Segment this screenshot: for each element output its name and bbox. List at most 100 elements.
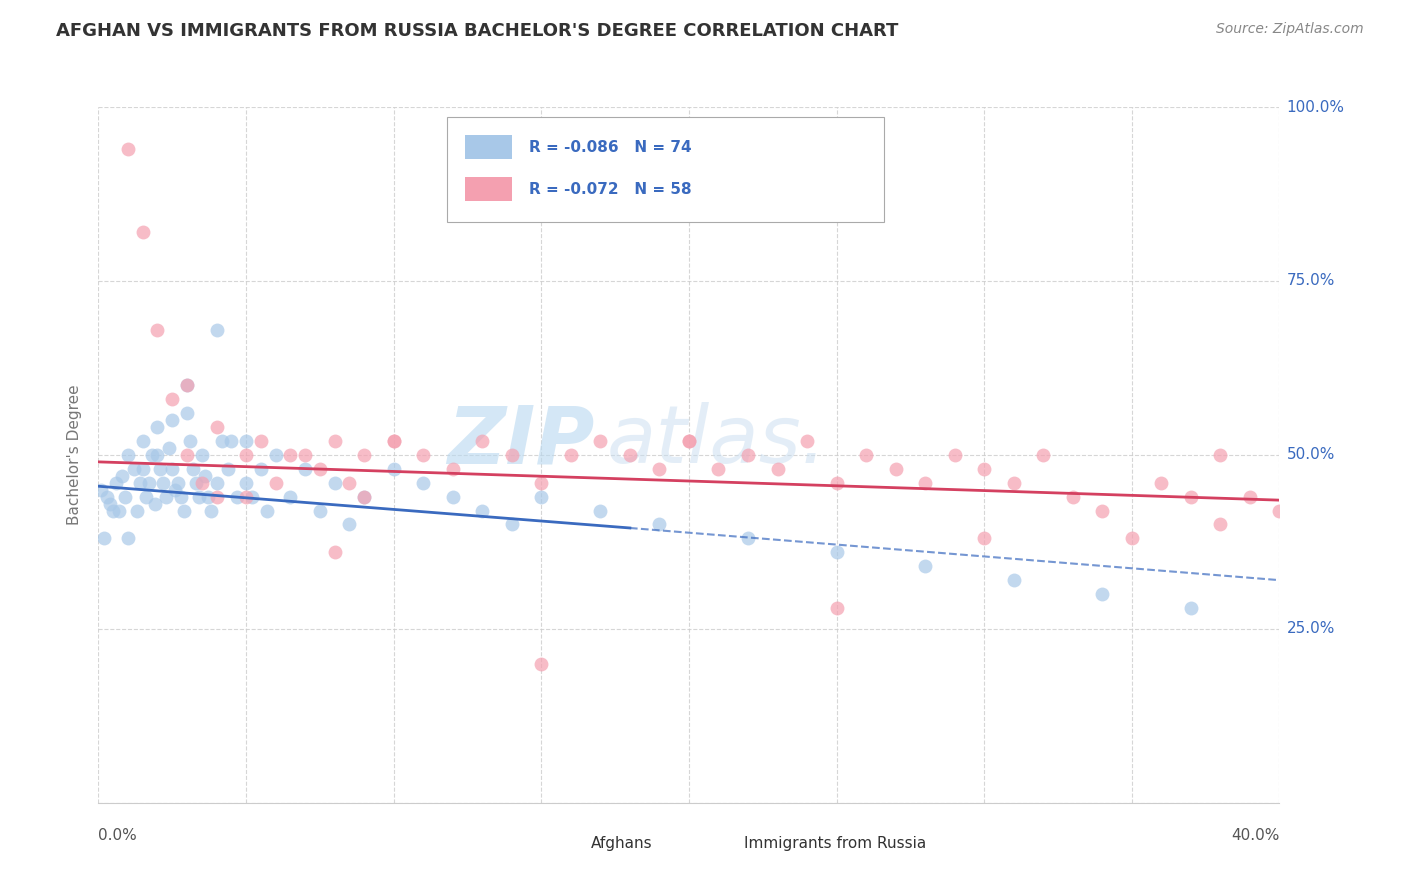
Point	[176, 378, 198, 392]
Point	[219, 434, 242, 448]
Point	[589, 503, 612, 517]
Point	[678, 434, 700, 448]
Point	[337, 475, 360, 490]
Point	[471, 434, 494, 448]
Point	[678, 434, 700, 448]
Point	[1002, 573, 1025, 587]
Point	[111, 468, 134, 483]
Text: Source: ZipAtlas.com: Source: ZipAtlas.com	[1216, 22, 1364, 37]
Point	[146, 323, 169, 337]
Point	[471, 503, 494, 517]
Point	[235, 448, 257, 462]
Point	[191, 475, 214, 490]
Point	[278, 448, 302, 462]
Point	[157, 441, 180, 455]
Point	[235, 490, 257, 504]
Point	[501, 448, 523, 462]
Point	[973, 462, 995, 476]
Point	[217, 462, 239, 476]
Point	[162, 392, 183, 407]
Text: 75.0%: 75.0%	[1286, 274, 1334, 288]
Point	[205, 323, 228, 337]
FancyBboxPatch shape	[447, 118, 884, 222]
Point	[1180, 601, 1202, 615]
Point	[648, 517, 671, 532]
Text: Immigrants from Russia: Immigrants from Russia	[744, 837, 927, 851]
Point	[98, 497, 121, 511]
Point	[132, 225, 155, 239]
Point	[235, 434, 257, 448]
Point	[589, 434, 612, 448]
Point	[323, 545, 346, 559]
Point	[619, 448, 641, 462]
Point	[181, 462, 204, 476]
Text: R = -0.086   N = 74: R = -0.086 N = 74	[530, 140, 692, 155]
Point	[162, 413, 183, 427]
Text: ZIP: ZIP	[447, 402, 595, 480]
Point	[530, 657, 553, 671]
Point	[914, 559, 936, 574]
Point	[170, 490, 193, 504]
Point	[412, 475, 434, 490]
Point	[211, 434, 233, 448]
Point	[176, 378, 198, 392]
FancyBboxPatch shape	[547, 836, 581, 852]
Text: 0.0%: 0.0%	[98, 828, 138, 843]
Text: R = -0.072   N = 58: R = -0.072 N = 58	[530, 182, 692, 196]
Point	[162, 462, 183, 476]
Point	[105, 475, 128, 490]
Point	[914, 475, 936, 490]
Point	[93, 532, 115, 546]
Point	[96, 490, 118, 504]
Point	[1091, 503, 1114, 517]
Point	[90, 483, 112, 497]
Point	[737, 532, 759, 546]
Point	[382, 462, 405, 476]
Point	[173, 503, 195, 517]
Point	[766, 462, 789, 476]
Point	[1268, 503, 1291, 517]
Point	[441, 462, 464, 476]
Point	[973, 532, 995, 546]
Point	[1239, 490, 1261, 504]
Point	[146, 448, 169, 462]
Point	[737, 448, 759, 462]
Point	[825, 475, 848, 490]
Point	[441, 490, 464, 504]
Point	[250, 434, 273, 448]
Point	[165, 483, 187, 497]
Point	[796, 434, 818, 448]
Point	[530, 490, 553, 504]
Point	[1062, 490, 1084, 504]
Point	[1002, 475, 1025, 490]
Point	[194, 468, 217, 483]
Text: 50.0%: 50.0%	[1286, 448, 1334, 462]
Point	[117, 532, 139, 546]
Point	[1150, 475, 1173, 490]
Point	[128, 475, 150, 490]
Y-axis label: Bachelor's Degree: Bachelor's Degree	[67, 384, 83, 525]
Point	[235, 475, 257, 490]
Text: 25.0%: 25.0%	[1286, 622, 1334, 636]
Point	[884, 462, 907, 476]
Point	[152, 475, 174, 490]
Point	[707, 462, 730, 476]
Point	[323, 434, 346, 448]
Point	[309, 503, 332, 517]
Point	[530, 475, 553, 490]
Point	[149, 462, 172, 476]
Point	[240, 490, 263, 504]
Point	[323, 475, 346, 490]
Point	[167, 475, 190, 490]
Point	[1121, 532, 1143, 546]
Point	[278, 490, 302, 504]
FancyBboxPatch shape	[700, 836, 734, 852]
Point	[187, 490, 209, 504]
Point	[103, 503, 125, 517]
Point	[501, 517, 523, 532]
Point	[353, 490, 375, 504]
Text: Afghans: Afghans	[591, 837, 652, 851]
Point	[1091, 587, 1114, 601]
FancyBboxPatch shape	[464, 135, 512, 159]
Point	[256, 503, 278, 517]
